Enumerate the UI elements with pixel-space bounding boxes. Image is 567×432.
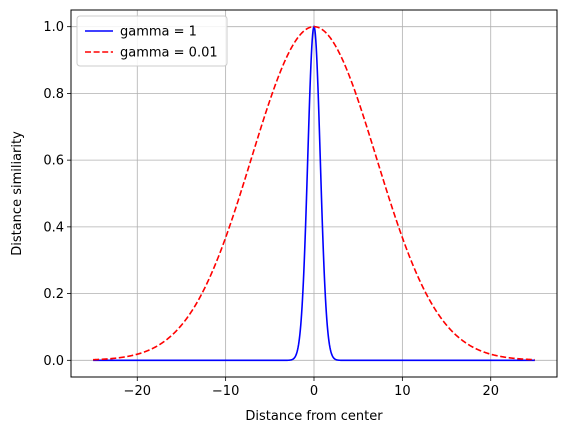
y-axis-label: Distance similiarity [10,131,25,256]
x-tick-label: 10 [394,384,411,399]
x-tick-label: −10 [212,384,239,399]
legend-label: gamma = 0.01 [120,46,218,61]
x-tick-label: 20 [482,384,499,399]
series-lines [93,24,535,362]
y-tick-label: 0.8 [43,87,64,102]
y-tick-label: 0.6 [43,154,64,169]
x-axis-label: Distance from center [245,409,383,424]
x-tick-label: −20 [124,384,151,399]
x-axis: −20 −10 0 10 20 [124,377,499,399]
legend: gamma = 1 gamma = 0.01 [76,15,228,67]
y-tick-label: 0.0 [43,354,64,369]
x-tick-label: 0 [310,384,318,399]
series-line [93,25,535,361]
legend-box [76,15,228,67]
y-axis: 0.0 0.2 0.4 0.6 0.8 1.0 [43,20,71,369]
y-tick-label: 1.0 [43,20,64,35]
y-tick-label: 0.2 [43,287,64,302]
legend-label: gamma = 1 [120,25,197,40]
y-tick-label: 0.4 [43,220,64,235]
